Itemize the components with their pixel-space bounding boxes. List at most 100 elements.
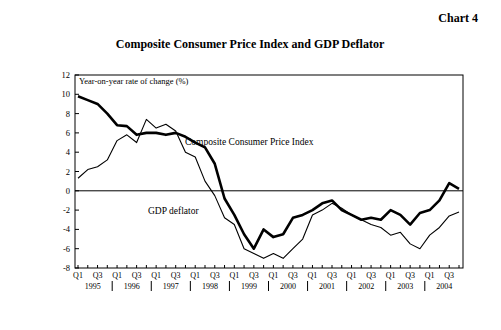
x-tick: [400, 265, 401, 268]
x-tick: [439, 265, 440, 268]
x-tick: [341, 265, 342, 268]
x-tick-label: Q3: [444, 271, 454, 280]
x-tick: [117, 265, 118, 268]
year-separator: [190, 281, 191, 291]
x-tick: [165, 265, 166, 268]
y-tick: [75, 152, 79, 153]
year-label: 2003: [397, 282, 413, 291]
y-tick: [75, 75, 79, 76]
x-tick-label: Q1: [229, 271, 239, 280]
plot-frame: [75, 75, 463, 268]
x-tick-label: Q3: [405, 271, 415, 280]
x-tick: [185, 265, 186, 268]
title: Composite Consumer Price Index and GDP D…: [116, 37, 385, 51]
x-tick: [126, 265, 127, 268]
x-tick-label: Q3: [327, 271, 337, 280]
year-label: 2001: [319, 282, 335, 291]
x-tick-label: Q1: [190, 271, 200, 280]
year-separator: [151, 281, 152, 291]
y-tick-label: 0: [66, 186, 70, 196]
year-separator: [346, 281, 347, 291]
x-tick-label: Q3: [288, 271, 298, 280]
year-label: 1996: [124, 282, 140, 291]
x-tick: [322, 265, 323, 268]
y-tick: [75, 132, 79, 133]
x-tick-label: Q1: [268, 271, 278, 280]
x-tick: [175, 265, 176, 268]
x-tick: [380, 265, 381, 268]
x-tick: [449, 265, 450, 268]
x-tick: [332, 265, 333, 268]
series-label: Composite Consumer Price Index: [185, 137, 314, 147]
y-tick-label: -4: [63, 224, 71, 234]
year-separator: [424, 281, 425, 291]
x-tick: [390, 265, 391, 268]
year-label: 1995: [85, 282, 101, 291]
year-separator: [385, 281, 386, 291]
x-tick: [78, 265, 79, 268]
x-tick-label: Q3: [249, 271, 259, 280]
x-tick: [419, 265, 420, 268]
x-tick-label: Q1: [112, 271, 122, 280]
y-axis-label: Year-on-year rate of change (%): [79, 76, 189, 86]
x-tick: [136, 265, 137, 268]
x-tick: [107, 265, 108, 268]
chart: Chart 4 Composite Consumer Price Index an…: [0, 0, 501, 330]
y-tick-label: 8: [66, 109, 70, 119]
x-tick-label: Q1: [308, 271, 318, 280]
x-tick: [371, 265, 372, 268]
x-tick: [195, 265, 196, 268]
x-tick: [283, 265, 284, 268]
x-tick: [263, 265, 264, 268]
year-label: 2004: [436, 282, 452, 291]
x-tick: [146, 265, 147, 268]
x-tick: [253, 265, 254, 268]
x-tick: [459, 265, 460, 268]
x-tick-label: Q1: [73, 271, 83, 280]
year-label: 1997: [163, 282, 179, 291]
x-tick: [273, 265, 274, 268]
y-tick: [75, 210, 79, 211]
x-tick-label: Q1: [347, 271, 357, 280]
y-tick-label: 12: [62, 70, 71, 80]
year-label: 1998: [202, 282, 218, 291]
x-tick: [97, 265, 98, 268]
zero-line: [75, 190, 463, 191]
x-tick: [244, 265, 245, 268]
x-tick-label: Q3: [93, 271, 103, 280]
x-tick-label: Q3: [132, 271, 142, 280]
x-tick: [410, 265, 411, 268]
x-tick: [429, 265, 430, 268]
x-tick: [214, 265, 215, 268]
x-tick-label: Q1: [151, 271, 161, 280]
year-separator: [112, 281, 113, 291]
year-separator: [307, 281, 308, 291]
series-line: [78, 96, 459, 248]
y-tick-label: 4: [66, 147, 71, 157]
x-tick-label: Q3: [366, 271, 376, 280]
chart-number: Chart 4: [438, 11, 478, 25]
x-tick: [302, 265, 303, 268]
x-tick: [351, 265, 352, 268]
x-tick-label: Q3: [171, 271, 181, 280]
y-tick-label: -2: [63, 205, 70, 215]
y-tick-label: 6: [66, 128, 70, 138]
y-tick-label: 2: [66, 167, 70, 177]
y-tick-label: -6: [63, 244, 70, 254]
series-label: GDP deflator: [148, 206, 199, 216]
x-tick: [361, 265, 362, 268]
series-line: [78, 119, 459, 258]
year-separator: [229, 281, 230, 291]
year-label: 2000: [280, 282, 296, 291]
x-tick: [292, 265, 293, 268]
x-tick-label: Q1: [386, 271, 396, 280]
y-tick: [75, 171, 79, 172]
y-tick-label: 10: [62, 89, 71, 99]
y-tick: [75, 248, 79, 249]
year-label: 2002: [358, 282, 374, 291]
x-tick: [87, 265, 88, 268]
x-tick-label: Q3: [210, 271, 220, 280]
x-tick: [156, 265, 157, 268]
series-group: [78, 96, 459, 258]
year-label: 1999: [241, 282, 257, 291]
